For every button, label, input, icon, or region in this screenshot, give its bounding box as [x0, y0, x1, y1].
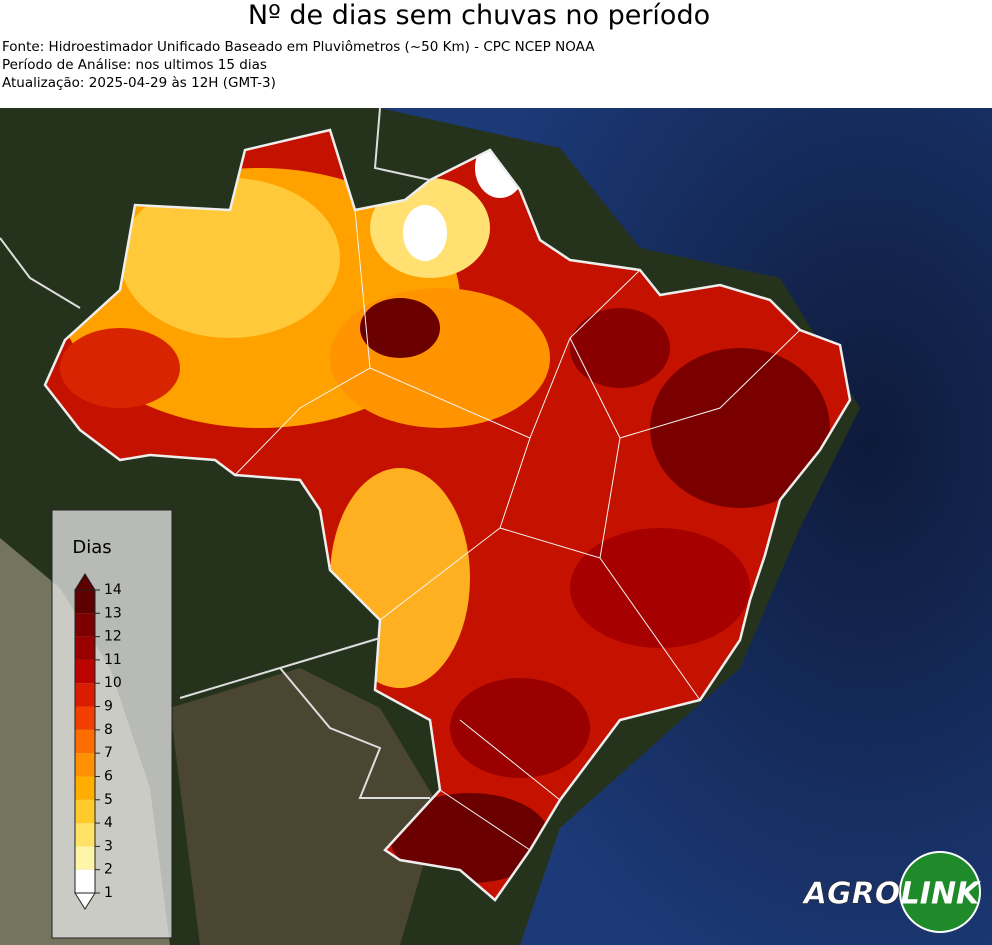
tick-label: 1 — [104, 885, 113, 901]
tick-label: 4 — [104, 815, 113, 831]
state-border — [369, 367, 531, 621]
state-border — [234, 209, 371, 476]
header: Nº de dias sem chuvas no período Fonte: … — [0, 0, 992, 108]
state-border — [499, 337, 621, 559]
tick-label: 12 — [104, 629, 122, 645]
tick-label: 8 — [104, 722, 113, 738]
logo-right: LINK — [901, 877, 982, 912]
chaco — [170, 668, 440, 945]
period-line: Período de Análise: nos ultimos 15 dias — [2, 57, 267, 73]
color-segment — [75, 846, 95, 870]
tick-label: 14 — [104, 582, 122, 598]
logo-left: AGRO — [802, 877, 900, 912]
field-blob — [330, 288, 550, 428]
tick-label: 10 — [104, 675, 122, 691]
tick-label: 13 — [104, 605, 122, 621]
state-border — [619, 329, 801, 439]
logo-circle — [899, 851, 981, 933]
color-segment — [75, 823, 95, 847]
field-blob — [60, 328, 180, 408]
field-blob — [570, 308, 670, 388]
tick-label: 9 — [104, 699, 113, 715]
color-segment — [75, 869, 95, 893]
color-segment — [75, 776, 95, 800]
field-blob — [403, 205, 447, 261]
ocean — [380, 108, 992, 945]
source-line: Fonte: Hidroestimador Unificado Baseado … — [2, 39, 595, 55]
tick-label: 5 — [104, 792, 113, 808]
tick-label: 2 — [104, 862, 113, 878]
brazil-border — [43, 128, 852, 902]
country-border — [179, 637, 430, 799]
legend-title: Dias — [72, 537, 111, 558]
tick-label: 11 — [104, 652, 122, 668]
color-segment — [75, 706, 95, 730]
logo: AGRO LINK — [801, 851, 982, 933]
field-blob — [120, 178, 340, 338]
field-blob — [390, 793, 550, 883]
field-blob — [360, 298, 440, 358]
color-segment — [75, 636, 95, 660]
color-segment — [75, 799, 95, 824]
title: Nº de dias sem chuvas no período — [247, 0, 711, 31]
field-blob — [450, 678, 590, 778]
color-segment — [75, 683, 95, 707]
legend-box — [51, 509, 173, 939]
color-segment — [75, 590, 95, 614]
state-borders — [234, 209, 801, 851]
field-blob — [570, 528, 750, 648]
color-segment — [75, 659, 95, 684]
country-border — [0, 108, 431, 309]
tick-label: 3 — [104, 838, 113, 854]
tick-label: 7 — [104, 745, 113, 761]
country-borders — [0, 108, 431, 799]
color-segment — [75, 753, 95, 777]
state-border — [599, 557, 701, 701]
state-border — [439, 719, 561, 851]
colorbar-frame — [74, 589, 96, 894]
color-segment — [75, 729, 95, 754]
field-blob — [650, 348, 830, 508]
color-segment — [75, 613, 95, 637]
update-line: Atualização: 2025-04-29 às 12H (GMT-3) — [2, 75, 276, 91]
tick-label: 6 — [104, 768, 113, 784]
